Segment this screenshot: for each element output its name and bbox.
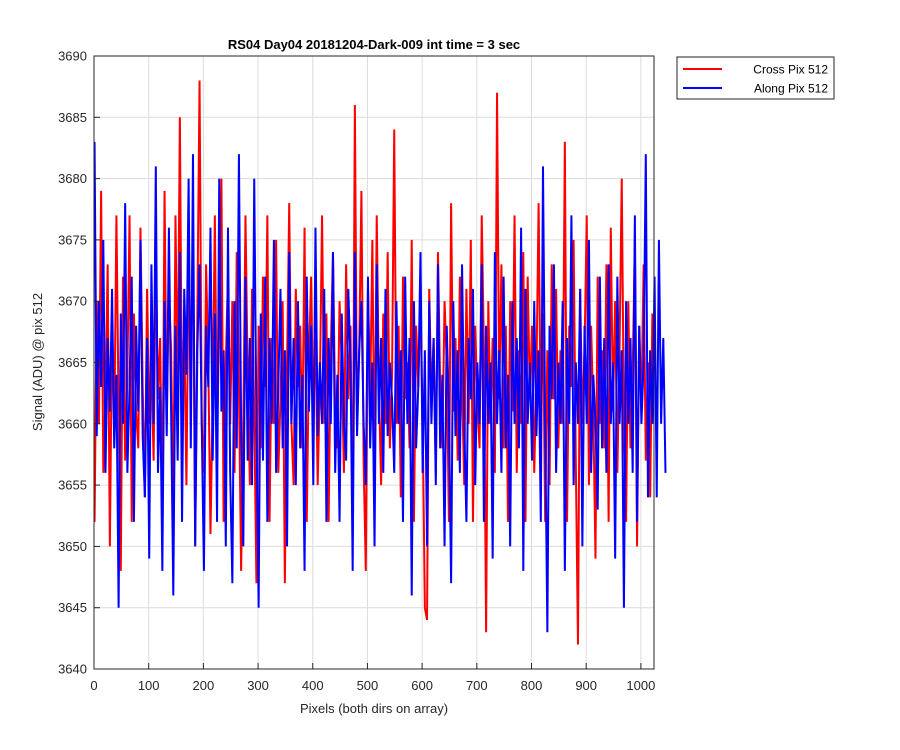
y-axis-label: Signal (ADU) @ pix 512 [30, 293, 45, 431]
x-tick-label: 700 [466, 678, 488, 693]
y-tick-label: 3645 [58, 600, 87, 615]
y-tick-label: 3670 [58, 294, 87, 309]
series-line-along-pix-512 [93, 141, 667, 633]
y-tick-label: 3660 [58, 416, 87, 431]
x-tick-label: 800 [521, 678, 543, 693]
x-axis: 0 100 200 300 400 500 600 700 800 900 1000 [90, 663, 655, 693]
x-axis-label: Pixels (both dirs on array) [300, 701, 448, 716]
y-tick-label: 3650 [58, 539, 87, 554]
x-tick-label: 200 [193, 678, 215, 693]
y-tick-label: 3675 [58, 232, 87, 247]
y-axis: 3640 3645 3650 3655 3660 3665 3670 3675 3680 3685… [58, 49, 100, 677]
y-tick-label: 3680 [58, 171, 87, 186]
chart-title: RS04 Day04 20181204-Dark-009 int time = … [228, 37, 520, 52]
x-tick-label: 300 [247, 678, 269, 693]
x-tick-label: 100 [138, 678, 160, 693]
x-tick-label: 0 [90, 678, 97, 693]
legend-box [676, 56, 835, 100]
legend-label-cross: Cross Pix 512 [753, 63, 828, 77]
y-tick-label: 3655 [58, 478, 87, 493]
y-tick-label: 3640 [58, 662, 87, 677]
x-tick-label: 400 [302, 678, 324, 693]
y-tick-label: 3690 [58, 49, 87, 64]
y-tick-label: 3685 [58, 110, 87, 125]
y-tick-label: 3665 [58, 355, 87, 370]
legend: Cross Pix 512 Along Pix 512 [676, 56, 835, 100]
x-tick-label: 1000 [626, 678, 655, 693]
legend-label-along: Along Pix 512 [754, 82, 828, 96]
x-tick-label: 900 [575, 678, 597, 693]
x-tick-label: 600 [411, 678, 433, 693]
x-tick-label: 500 [357, 678, 379, 693]
plot-area [93, 80, 667, 645]
